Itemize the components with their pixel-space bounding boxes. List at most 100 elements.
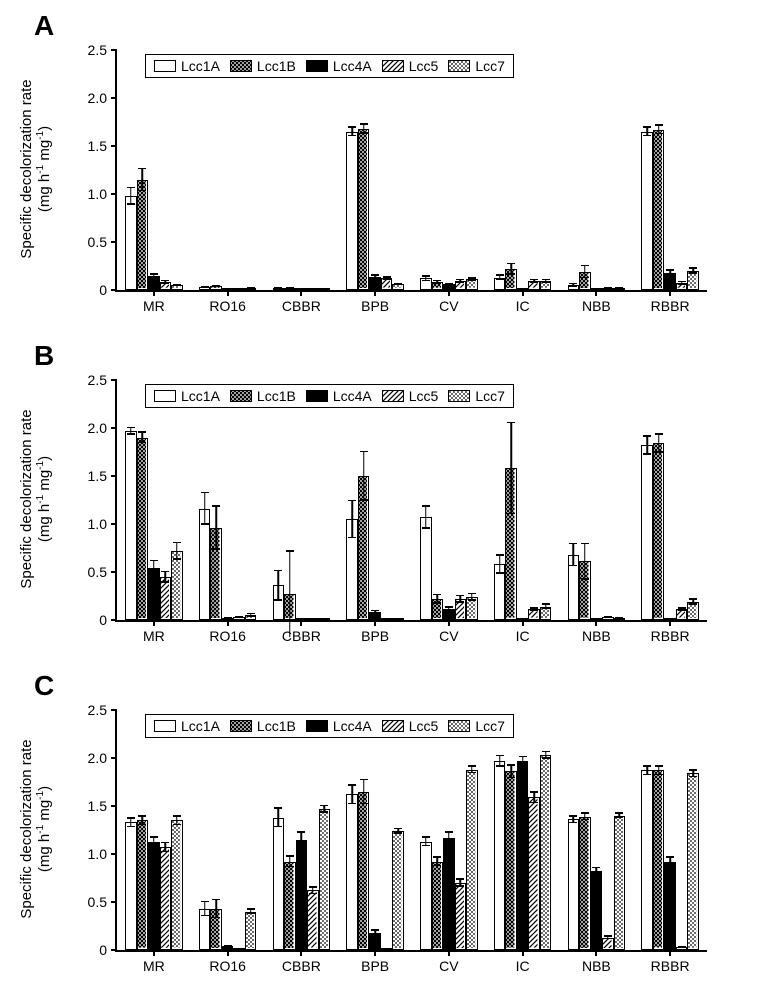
error-cap [360,132,368,134]
x-tick-label: NBB [582,620,611,644]
error-cap [360,803,368,805]
bar-lcc1a [199,509,211,620]
error-cap [383,279,391,281]
error-cap [150,276,158,278]
error-cap [615,812,623,814]
error-cap [592,874,600,876]
legend-item-lcc1a: Lcc1A [154,388,220,404]
error-cap [286,855,294,857]
error-cap [569,822,577,824]
error-cap [530,802,538,804]
bar-lcc1b [137,180,149,290]
legend-label: Lcc7 [475,388,505,404]
error-cap [201,492,209,494]
y-tick-label: 0.5 [88,894,117,910]
bar-lcc1b [432,862,444,950]
bar-lcc4a [664,862,676,950]
error-cap [127,817,135,819]
y-tick-label: 0.5 [88,234,117,250]
x-tick-label: RBBR [651,950,690,974]
error-cap [201,287,209,289]
y-tick-label: 1.0 [88,516,117,532]
error-cap [360,499,368,501]
error-cap [161,842,169,844]
x-tick-label: RBBR [651,290,690,314]
error-cap [456,279,464,281]
bar-lcc7 [392,618,404,620]
bar-lcc1b [579,817,591,950]
error-cap [689,272,697,274]
error-bar [510,422,512,514]
panel-label-a: A [34,10,54,42]
legend-swatch-lcc7 [448,720,470,732]
legend-label: Lcc1B [257,388,296,404]
bar-lcc5 [307,618,319,620]
error-cap [433,594,441,596]
error-bar [278,808,280,827]
x-tick-label: MR [143,950,165,974]
error-cap [542,279,550,281]
bar-lcc1a [494,761,506,950]
error-cap [150,273,158,275]
bar-lcc4a [591,618,603,620]
error-cap [468,280,476,282]
error-cap [224,618,232,620]
bar-lcc1a [641,132,653,290]
legend-swatch-lcc1a [154,720,176,732]
error-cap [445,842,453,844]
error-cap [643,774,651,776]
error-cap [445,611,453,613]
error-cap [320,811,328,813]
error-cap [507,777,515,779]
y-axis-label: Specific decolorization rate(mg h-1 mg-1… [18,397,53,601]
error-cap [433,602,441,604]
bar-lcc4a [296,840,308,950]
error-cap [530,282,538,284]
y-tick-label: 1.0 [88,186,117,202]
error-cap [127,826,135,828]
legend-label: Lcc7 [475,58,505,74]
legend-swatch-lcc7 [448,60,470,72]
error-cap [201,915,209,917]
error-cap [643,126,651,128]
error-cap [655,774,663,776]
y-axis-label: Specific decolorization rate(mg h-1 mg-1… [18,727,53,931]
legend-swatch-lcc5 [382,390,404,402]
legend-item-lcc5: Lcc5 [382,718,439,734]
error-cap [689,769,697,771]
legend-label: Lcc5 [409,58,439,74]
figure: A00.51.01.52.02.5MRRO16CBBRBPBCVICNBBRBB… [0,0,760,1008]
bar-lcc4a [296,288,308,290]
error-cap [678,281,686,283]
bar-lcc7 [319,288,331,290]
error-cap [445,831,453,833]
error-cap [127,203,135,205]
error-cap [468,593,476,595]
error-cap [615,817,623,819]
error-cap [456,601,464,603]
bar-lcc1b [653,770,665,950]
error-cap [138,442,146,444]
error-cap [507,263,515,265]
bar-lcc5 [455,883,467,950]
error-cap [655,451,663,453]
bar-lcc5 [307,288,319,290]
error-cap [678,284,686,286]
error-cap [569,565,577,567]
error-cap [507,422,515,424]
error-bar [130,187,132,204]
error-cap [581,578,589,580]
error-cap [394,284,402,286]
error-cap [678,947,686,949]
error-cap [445,284,453,286]
error-bar [204,492,206,525]
error-cap [309,886,317,888]
error-bar [584,543,586,579]
error-cap [689,267,697,269]
bar-lcc4a [591,288,603,290]
bar-lcc7 [171,551,183,620]
error-cap [235,617,243,619]
error-cap [604,288,612,290]
error-cap [496,755,504,757]
legend-swatch-lcc1a [154,60,176,72]
